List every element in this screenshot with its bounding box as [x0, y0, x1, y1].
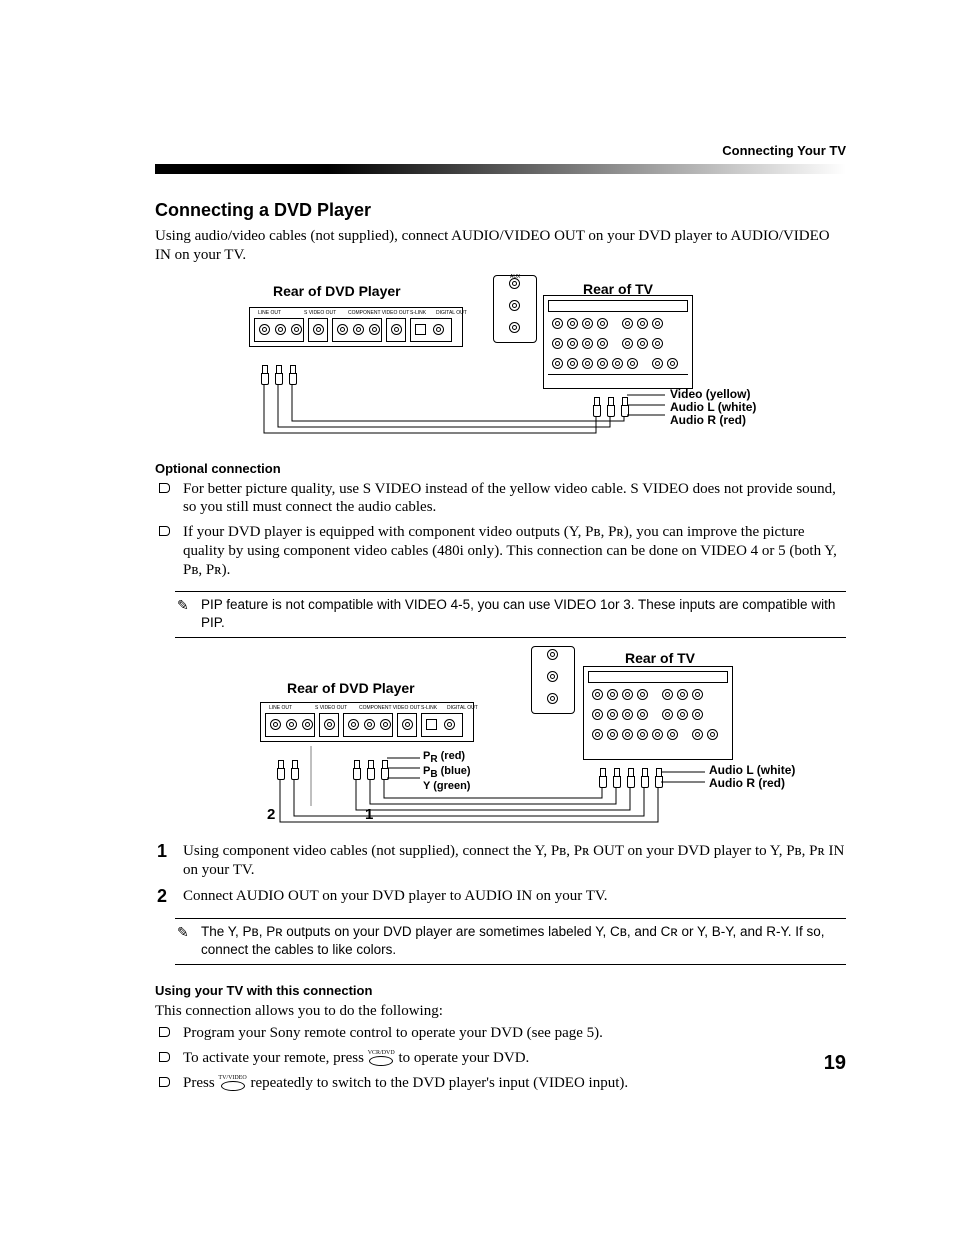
diagram-1: Rear of DVD Player Rear of TV LINE OUT S… — [205, 275, 846, 455]
callout-2: 2 — [267, 806, 275, 823]
dvd-box-2: LINE OUT S VIDEO OUT COMPONENT VIDEO OUT… — [260, 702, 474, 742]
plug-icon — [261, 365, 267, 385]
label-dvd-2: Rear of DVD Player — [287, 680, 415, 696]
plug-icon — [621, 397, 627, 417]
chapter-header: Connecting Your TV — [722, 143, 846, 158]
component-labels: PR (red) PB (blue) Y (green) — [423, 750, 471, 792]
vcrdvd-button-icon: VCR/DVD — [368, 1047, 395, 1066]
plug-icon — [275, 365, 281, 385]
cable-labels: Video (yellow) Audio L (white) Audio R (… — [670, 388, 756, 428]
pencil-icon: ✎ — [177, 923, 189, 942]
intro-text: Using audio/video cables (not supplied),… — [155, 227, 846, 265]
tv-panel — [543, 295, 693, 389]
dvd-box: LINE OUT S VIDEO OUT COMPONENT VIDEO OUT… — [249, 307, 463, 347]
note-2: ✎ The Y, Pʙ, Pʀ outputs on your DVD play… — [175, 918, 846, 964]
page-number: 19 — [824, 1052, 846, 1075]
steps-list: 1Using component video cables (not suppl… — [183, 842, 846, 907]
using-intro: This connection allows you to do the fol… — [155, 1002, 846, 1021]
pencil-icon: ✎ — [177, 596, 189, 615]
tv-panel-2 — [583, 666, 733, 760]
tv-side-box: AUX — [493, 275, 537, 343]
gradient-bar — [155, 164, 846, 174]
diagram-2: Rear of DVD Player Rear of TV LINE OUT S… — [205, 646, 846, 836]
audio-labels: Audio L (white) Audio R (red) — [709, 764, 795, 790]
tvvideo-button-icon: TV/VIDEO — [218, 1072, 246, 1091]
callout-1: 1 — [365, 806, 373, 823]
label-tv-2: Rear of TV — [625, 650, 695, 666]
optional-list: For better picture quality, use S VIDEO … — [183, 480, 846, 580]
using-list: Program your Sony remote control to oper… — [183, 1024, 846, 1093]
tv-side-box-2 — [531, 646, 575, 714]
optional-heading: Optional connection — [155, 461, 846, 476]
plug-icon — [607, 397, 613, 417]
note-1: ✎ PIP feature is not compatible with VID… — [175, 591, 846, 637]
label-dvd: Rear of DVD Player — [273, 283, 401, 299]
using-heading: Using your TV with this connection — [155, 983, 846, 998]
plug-icon — [593, 397, 599, 417]
section-title: Connecting a DVD Player — [155, 200, 846, 221]
plug-icon — [289, 365, 295, 385]
